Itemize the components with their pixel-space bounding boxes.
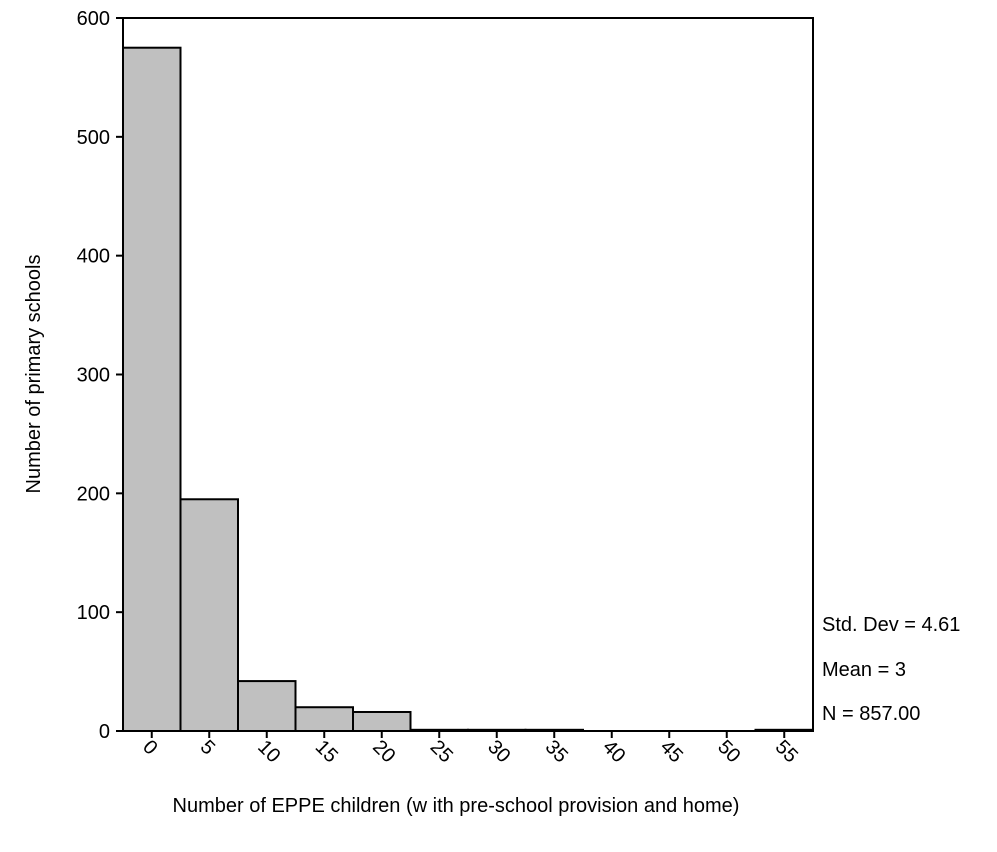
- std-dev-label: Std. Dev = 4.61: [822, 614, 960, 636]
- y-tick-label: 400: [77, 246, 110, 268]
- x-tick-label: 35: [541, 736, 572, 767]
- x-tick-label: 55: [771, 736, 802, 767]
- y-axis: 0 100 200 300 400 500 600: [77, 8, 123, 743]
- y-tick-label: 500: [77, 127, 110, 149]
- mean-label: Mean = 3: [822, 659, 906, 681]
- x-tick-label: 5: [196, 736, 219, 759]
- bar-0: [122, 46, 182, 733]
- y-tick-label: 0: [99, 721, 110, 743]
- y-axis-title: Number of primary schools: [23, 255, 45, 494]
- x-tick-label: 0: [138, 736, 161, 759]
- x-tick-label: 25: [426, 736, 457, 767]
- y-tick-label: 100: [77, 602, 110, 624]
- x-tick-label: 50: [713, 736, 744, 767]
- y-tick-label: 300: [77, 365, 110, 387]
- x-tick-label: 15: [311, 736, 342, 767]
- x-tick-label: 20: [368, 736, 399, 767]
- x-axis-title: Number of EPPE children (w ith pre-schoo…: [173, 795, 740, 817]
- y-tick-label: 200: [77, 483, 110, 505]
- bars-layer: [122, 46, 814, 733]
- x-axis: 0 5 10 15 20 25 30 35 40 45 50 55: [138, 731, 802, 767]
- bar-20: [352, 710, 412, 733]
- bar-5: [179, 498, 239, 732]
- bar-15: [294, 706, 354, 733]
- x-tick-label: 40: [598, 736, 629, 767]
- bar-10: [237, 680, 297, 733]
- n-label: N = 857.00: [822, 703, 920, 725]
- y-tick-label: 600: [77, 8, 110, 30]
- x-tick-label: 30: [483, 736, 514, 767]
- x-tick-label: 10: [253, 736, 284, 767]
- x-tick-label: 45: [656, 736, 687, 767]
